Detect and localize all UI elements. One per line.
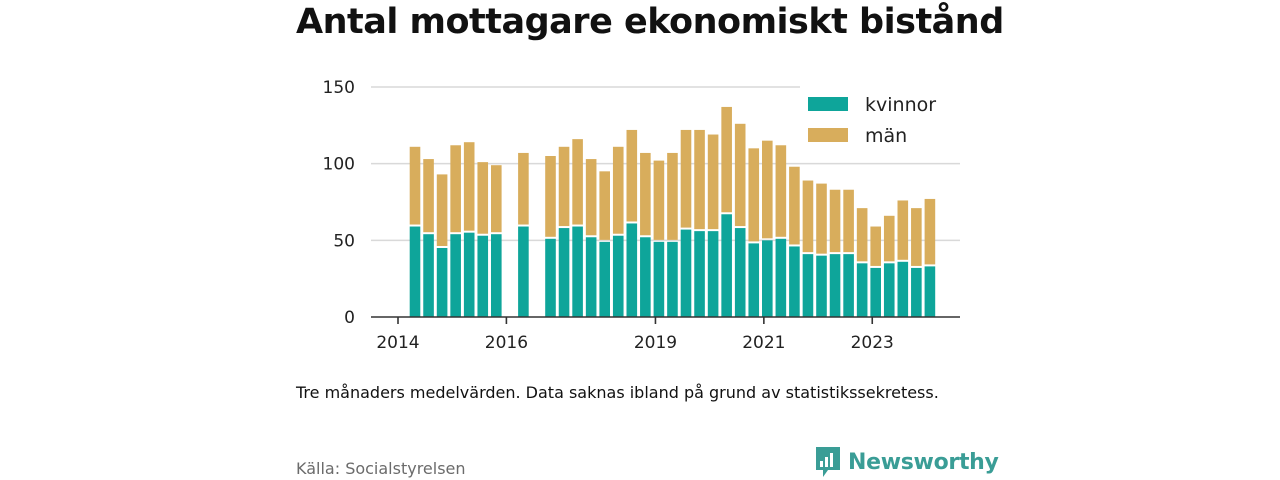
bar-man — [911, 208, 922, 266]
y-tick-label: 150 — [323, 78, 355, 98]
bar-man — [572, 139, 583, 225]
bar-man — [599, 171, 610, 240]
x-tick-label: 2016 — [485, 333, 528, 353]
bar-man — [829, 189, 841, 253]
brand-name: Newsworthy — [848, 449, 999, 475]
legend-label-man: män — [865, 125, 907, 147]
bar-kvinnor — [829, 254, 841, 317]
bar-man — [667, 152, 678, 240]
bar-man — [816, 183, 827, 254]
bar-kvinnor — [599, 241, 610, 317]
bar-kvinnor — [626, 223, 638, 317]
bar-man — [436, 174, 448, 246]
bar-man — [721, 106, 732, 213]
x-tick-label: 2014 — [376, 333, 419, 353]
bar-man — [640, 152, 651, 236]
bar-man — [734, 123, 746, 227]
bar-kvinnor — [518, 226, 529, 317]
y-axis-ticks: 0 50 100 150 — [323, 78, 355, 328]
bar-kvinnor — [816, 255, 827, 317]
bar-man — [626, 129, 638, 222]
bar-kvinnor — [640, 237, 651, 317]
bar-kvinnor — [897, 261, 909, 317]
legend: kvinnor män — [800, 82, 960, 156]
bar-kvinnor — [667, 241, 678, 317]
bar-kvinnor — [477, 235, 489, 317]
bar-man — [450, 145, 461, 233]
bar-kvinnor — [843, 254, 854, 317]
bar-kvinnor — [612, 235, 624, 317]
bar-man — [843, 189, 854, 253]
bar-man — [870, 226, 881, 266]
bar-kvinnor — [883, 263, 895, 317]
bar-kvinnor — [748, 243, 760, 317]
bar-man — [802, 180, 814, 253]
bar-kvinnor — [585, 237, 597, 317]
bar-kvinnor — [721, 214, 732, 317]
bar-man — [423, 159, 434, 233]
x-tick-label: 2019 — [634, 333, 677, 353]
x-tick-label: 2023 — [851, 333, 894, 353]
bars — [409, 106, 936, 317]
bar-kvinnor — [789, 246, 800, 317]
bar-chart-speech-bubble-icon — [816, 447, 840, 477]
bar-man — [680, 129, 692, 228]
bar-man — [897, 200, 909, 260]
bar-man — [612, 146, 624, 234]
bar-man — [545, 156, 556, 237]
bar-kvinnor — [870, 267, 881, 317]
bar-man — [694, 129, 705, 230]
bar-kvinnor — [802, 254, 814, 317]
bar-kvinnor — [911, 267, 922, 317]
bar-kvinnor — [423, 234, 434, 317]
bar-kvinnor — [653, 241, 665, 317]
y-tick-label: 50 — [333, 231, 355, 251]
bar-kvinnor — [463, 232, 475, 317]
bar-kvinnor — [775, 238, 787, 317]
legend-bg — [800, 82, 960, 156]
bar-man — [491, 165, 502, 233]
bar-man — [762, 140, 773, 239]
source-credit: Källa: Socialstyrelsen — [296, 459, 466, 478]
brand-logo[interactable]: Newsworthy — [814, 446, 999, 478]
bar-kvinnor — [680, 229, 692, 317]
bar-man — [707, 134, 719, 230]
bar-kvinnor — [572, 226, 583, 317]
bar-man — [558, 146, 570, 227]
bar-kvinnor — [694, 231, 705, 317]
bar-kvinnor — [734, 228, 746, 317]
bar-kvinnor — [450, 234, 461, 317]
bar-kvinnor — [409, 226, 421, 317]
bar-man — [789, 166, 800, 245]
bar-kvinnor — [558, 228, 570, 317]
bar-man — [748, 148, 760, 242]
bar-man — [653, 160, 665, 240]
x-axis-ticks: 2014 2016 2019 2021 2023 — [376, 317, 894, 353]
legend-label-kvinnor: kvinnor — [865, 94, 936, 116]
bar-man — [585, 159, 597, 236]
bar-kvinnor — [707, 231, 719, 317]
bar-kvinnor — [545, 238, 556, 317]
bar-man — [463, 142, 475, 231]
bar-kvinnor — [856, 263, 868, 317]
chart-area: 2014 2016 2019 2021 2023 0 50 100 150 kvinnor m… — [323, 78, 960, 353]
chart-note: Tre månaders medelvärden. Data saknas ib… — [296, 383, 939, 402]
chart-title: Antal mottagare ekonomiskt bistånd — [296, 2, 1004, 42]
bar-kvinnor — [491, 234, 502, 317]
bar-man — [924, 198, 936, 265]
bar-kvinnor — [436, 248, 448, 317]
bar-man — [883, 215, 895, 262]
y-tick-label: 0 — [344, 308, 355, 328]
bar-man — [856, 208, 868, 262]
bar-kvinnor — [762, 240, 773, 317]
y-tick-label: 100 — [323, 155, 355, 175]
bar-man — [775, 145, 787, 237]
legend-swatch-man — [808, 128, 848, 142]
legend-swatch-kvinnor — [808, 97, 848, 111]
bar-man — [477, 162, 489, 234]
bar-man — [518, 152, 529, 225]
x-tick-label: 2021 — [742, 333, 785, 353]
bar-man — [409, 146, 421, 225]
bar-kvinnor — [924, 266, 936, 317]
